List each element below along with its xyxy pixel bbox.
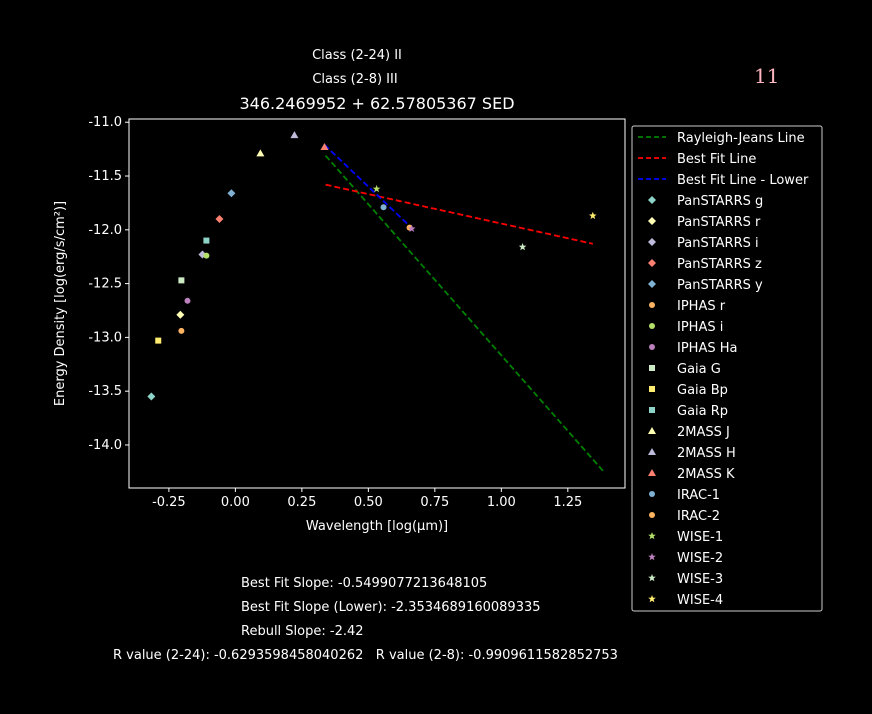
data-point [147, 392, 156, 401]
legend-marker [649, 491, 655, 497]
data-point [203, 237, 210, 244]
legend-marker [648, 448, 656, 455]
legend-marker [648, 553, 656, 561]
legend-marker [649, 323, 655, 329]
legend-label: IPHAS Ha [677, 341, 737, 356]
data-point [256, 149, 265, 157]
legend-marker [648, 238, 656, 246]
data-point [215, 215, 224, 224]
legend-label: Best Fit Line [677, 152, 756, 167]
legend-label: Gaia Rp [677, 404, 728, 419]
best-fit-slope-lower: Best Fit Slope (Lower): -2.3534689160089… [241, 600, 541, 615]
legend-marker [648, 427, 656, 434]
y-tick-label: -13.5 [88, 384, 122, 399]
legend-label: 2MASS K [677, 467, 735, 482]
legend-label: IPHAS i [677, 320, 723, 335]
y-tick-label: -11.0 [88, 115, 122, 130]
data-point [372, 184, 381, 193]
r-values: R value (2-24): -0.6293598458040262 R va… [113, 648, 618, 663]
fit-line [325, 183, 594, 245]
y-tick-label: -11.5 [88, 169, 122, 184]
y-tick-label: -12.0 [88, 223, 122, 238]
legend-marker [648, 469, 656, 476]
best-fit-slope: Best Fit Slope: -0.5499077213648105 [241, 576, 488, 591]
x-tick-label: 1.25 [553, 495, 582, 510]
legend-label: 2MASS H [677, 446, 736, 461]
data-point [155, 337, 162, 344]
legend-label: PanSTARRS z [677, 257, 762, 272]
y-tick-label: -13.0 [88, 330, 122, 345]
legend-label: WISE-2 [677, 551, 723, 566]
legend-marker [648, 532, 656, 540]
legend-label: WISE-3 [677, 572, 723, 587]
y-axis-label: Energy Density [log(erg/s/cm²)] [53, 201, 68, 406]
x-axis-label: Wavelength [log(μm)] [306, 519, 448, 534]
y-tick-label: -12.5 [88, 277, 122, 292]
fit-line [323, 144, 414, 230]
legend-label: WISE-4 [677, 593, 723, 608]
legend-box [631, 125, 823, 612]
data-point [518, 243, 527, 251]
legend-label: PanSTARRS y [677, 278, 763, 293]
plot-frame [128, 118, 626, 489]
legend-label: WISE-1 [677, 530, 723, 545]
legend-label: Gaia Bp [677, 383, 728, 398]
legend-marker [649, 344, 655, 350]
x-tick-label: -0.25 [152, 495, 186, 510]
fit-line [324, 154, 604, 472]
y-tick-label: -14.0 [88, 438, 122, 453]
chart-title: 346.2469952 + 62.57805367 SED [239, 94, 515, 113]
class-8-label: Class (2-8) III [312, 72, 398, 87]
legend-label: IPHAS r [677, 299, 726, 314]
legend-marker [649, 365, 655, 371]
legend-label: PanSTARRS i [677, 236, 759, 251]
legend-marker [648, 259, 656, 267]
legend-marker [649, 407, 655, 413]
legend-label: PanSTARRS r [677, 215, 761, 230]
legend-label: Best Fit Line - Lower [677, 173, 809, 188]
legend-label: Rayleigh-Jeans Line [677, 131, 805, 146]
data-point [184, 297, 191, 304]
data-point [380, 204, 387, 211]
legend-marker [649, 386, 655, 392]
legend-marker [648, 280, 656, 288]
data-point [290, 131, 299, 139]
legend-marker [649, 512, 655, 518]
data-point [589, 211, 597, 220]
legend-marker [648, 217, 656, 225]
x-tick-label: 0.00 [221, 495, 250, 510]
corner-number: 11 [754, 64, 780, 88]
legend-label: PanSTARRS g [677, 194, 763, 209]
data-point [176, 310, 185, 319]
data-point [320, 142, 329, 150]
class-24-label: Class (2-24) II [312, 48, 402, 63]
legend-label: IRAC-2 [677, 509, 720, 524]
data-point [227, 189, 236, 198]
legend-marker [649, 302, 655, 308]
rebull-slope: Rebull Slope: -2.42 [241, 624, 364, 639]
data-point [203, 252, 210, 259]
legend-marker [648, 595, 656, 603]
data-point [178, 277, 185, 284]
data-point [407, 224, 416, 232]
legend-marker [648, 196, 656, 204]
x-tick-label: 0.50 [354, 495, 383, 510]
legend-label: Gaia G [677, 362, 721, 377]
legend-label: 2MASS J [677, 425, 730, 440]
x-tick-label: 0.75 [420, 495, 449, 510]
data-point [178, 327, 185, 334]
x-tick-label: 0.25 [287, 495, 316, 510]
legend-label: IRAC-1 [677, 488, 720, 503]
legend-marker [648, 574, 656, 582]
x-tick-label: 1.00 [487, 495, 516, 510]
